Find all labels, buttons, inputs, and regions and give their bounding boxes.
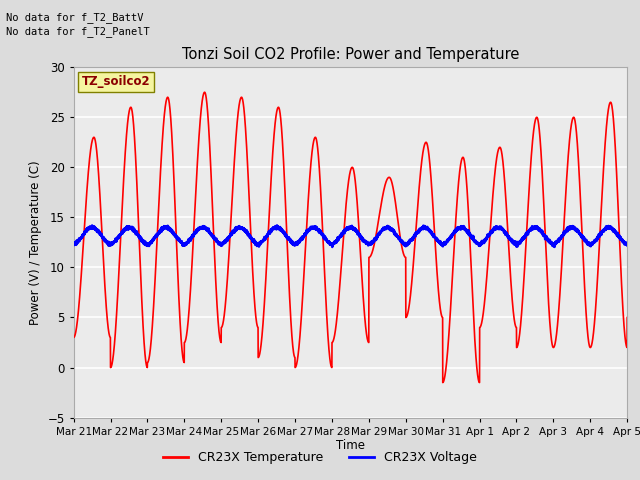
Legend: CR23X Temperature, CR23X Voltage: CR23X Temperature, CR23X Voltage (159, 446, 481, 469)
Text: No data for f_T2_BattV: No data for f_T2_BattV (6, 12, 144, 23)
Text: No data for f_T2_PanelT: No data for f_T2_PanelT (6, 26, 150, 37)
Title: Tonzi Soil CO2 Profile: Power and Temperature: Tonzi Soil CO2 Profile: Power and Temper… (182, 47, 519, 62)
X-axis label: Time: Time (336, 439, 365, 453)
Y-axis label: Power (V) / Temperature (C): Power (V) / Temperature (C) (29, 160, 42, 324)
